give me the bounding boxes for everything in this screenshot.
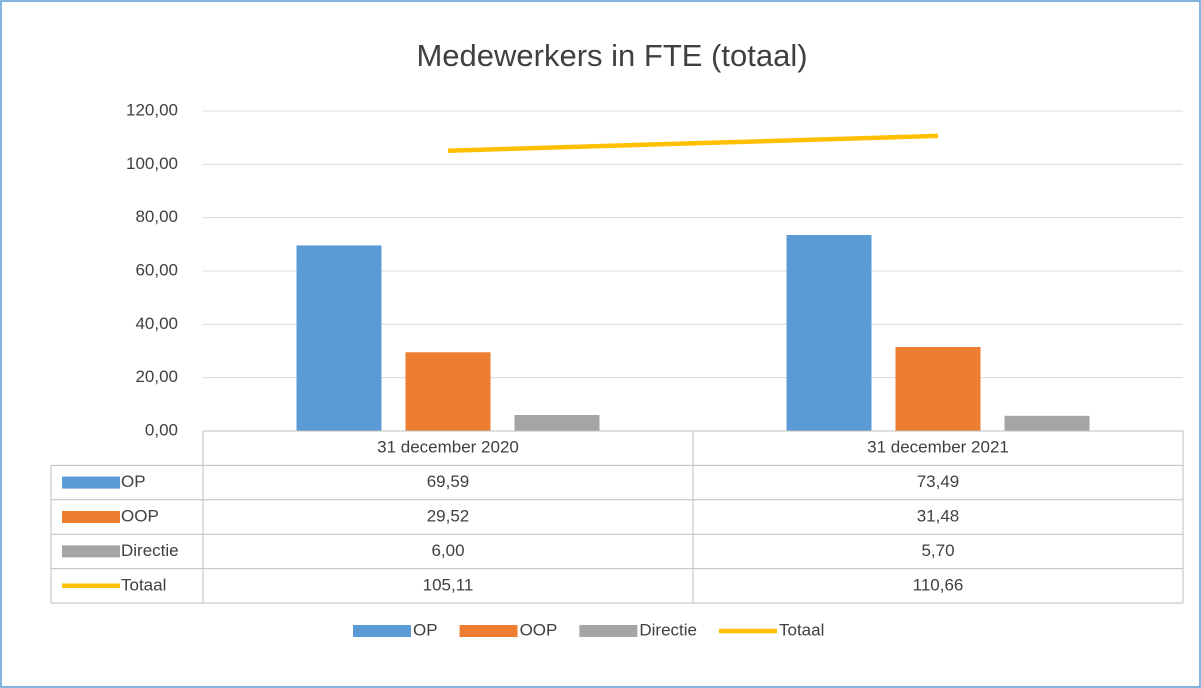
table-value: 69,59	[427, 472, 470, 491]
table-value: 31,48	[917, 506, 960, 525]
y-tick-label: 0,00	[145, 420, 178, 439]
table-series-name: Directie	[121, 541, 179, 560]
legend-key	[579, 625, 638, 637]
table-value: 73,49	[917, 472, 960, 491]
legend-label: Directie	[639, 620, 697, 639]
table-value: 6,00	[431, 541, 464, 560]
y-tick-label: 120,00	[126, 100, 178, 119]
legend-key	[62, 511, 120, 523]
y-tick-label: 80,00	[135, 207, 178, 226]
table-value: 29,52	[427, 506, 470, 525]
bar	[296, 245, 382, 431]
table-series-name: OOP	[121, 506, 159, 525]
legend-key	[62, 545, 120, 558]
table-value: 110,66	[913, 575, 964, 594]
table-series-name: Totaal	[121, 575, 166, 594]
x-tick-label: 31 december 2021	[867, 438, 1009, 457]
table-value: 5,70	[921, 541, 954, 560]
legend-key	[353, 625, 411, 637]
bar	[405, 352, 491, 431]
y-tick-label: 100,00	[126, 154, 178, 173]
bar	[514, 415, 600, 431]
y-tick-label: 60,00	[135, 260, 178, 279]
y-tick-label: 20,00	[135, 367, 178, 386]
table-series-name: OP	[121, 472, 146, 491]
legend-key	[62, 476, 120, 489]
y-tick-label: 40,00	[135, 314, 178, 333]
chart-title: Medewerkers in FTE (totaal)	[416, 38, 807, 73]
legend-label: Totaal	[779, 620, 824, 639]
x-tick-label: 31 december 2020	[377, 438, 519, 457]
bar	[895, 347, 981, 431]
bar	[786, 235, 872, 431]
legend-key	[459, 625, 518, 637]
legend-label: OP	[413, 620, 438, 639]
bar	[1004, 415, 1090, 431]
table-value: 105,11	[423, 575, 474, 594]
line	[447, 133, 939, 153]
legend-label: OOP	[520, 620, 558, 639]
